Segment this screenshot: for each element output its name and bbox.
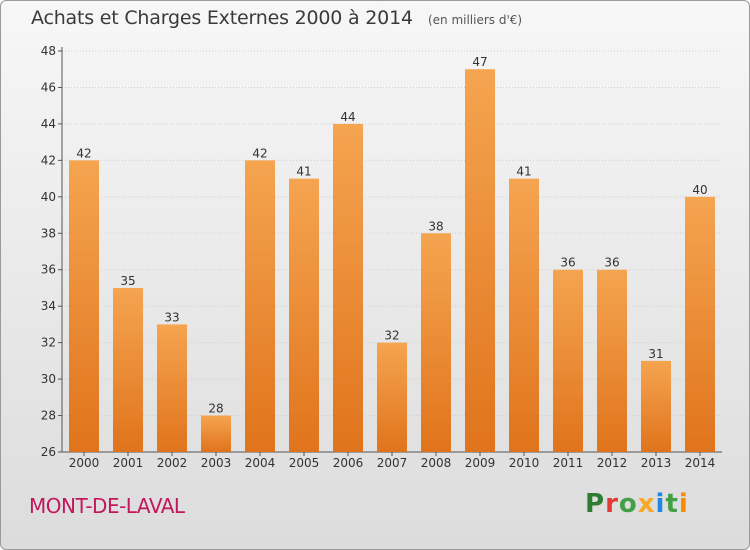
bar-value-label: 41 bbox=[516, 165, 531, 179]
bar-value-label: 44 bbox=[340, 110, 355, 124]
bar bbox=[641, 360, 671, 452]
bar-value-labels: 42 35 33 28 42 41 44 32 38 47 41 36 36 31 40 bbox=[76, 55, 707, 415]
x-tick-label: 2003 bbox=[201, 456, 232, 470]
proxiti-logo: Proxiti bbox=[585, 489, 689, 519]
bar-value-label: 36 bbox=[560, 256, 575, 270]
y-tick-label: 32 bbox=[41, 336, 56, 350]
bar-value-label: 33 bbox=[164, 310, 179, 324]
bar bbox=[333, 123, 363, 452]
y-tick-label: 40 bbox=[41, 190, 56, 204]
y-tick-label: 42 bbox=[41, 153, 56, 167]
logo-letter: o bbox=[618, 489, 638, 519]
x-tick-label: 2009 bbox=[465, 456, 496, 470]
x-tick-label: 2000 bbox=[69, 456, 100, 470]
x-tick-label: 2013 bbox=[641, 456, 672, 470]
bar bbox=[553, 269, 583, 452]
bar bbox=[289, 178, 319, 452]
bar bbox=[421, 233, 451, 452]
bar-value-label: 47 bbox=[472, 55, 487, 69]
y-tick-label: 36 bbox=[41, 263, 56, 277]
y-tick-label: 38 bbox=[41, 226, 56, 240]
bar bbox=[685, 196, 715, 452]
bar bbox=[69, 160, 99, 452]
bar bbox=[157, 324, 187, 452]
y-tick-label: 26 bbox=[41, 445, 56, 459]
y-tick-label: 48 bbox=[41, 44, 56, 58]
x-tick-labels: 2000 2001 2002 2003 2004 2005 2006 2007 2008 2009… bbox=[69, 456, 716, 470]
x-tick-label: 2011 bbox=[553, 456, 584, 470]
y-tick-label: 44 bbox=[41, 117, 56, 131]
chart-unit: (en milliers d'€) bbox=[427, 13, 523, 27]
y-tick-label: 28 bbox=[41, 409, 56, 423]
logo-letter: t bbox=[665, 489, 679, 519]
logo-letter: r bbox=[605, 489, 619, 519]
bar bbox=[377, 342, 407, 452]
logo-letter: i bbox=[678, 489, 689, 519]
x-tick-label: 2012 bbox=[597, 456, 628, 470]
bar-value-label: 32 bbox=[384, 329, 399, 343]
bar bbox=[201, 415, 231, 452]
bar-value-label: 42 bbox=[252, 146, 267, 160]
y-tick-labels: 26 28 30 32 34 36 38 40 42 44 46 48 bbox=[41, 44, 56, 459]
bar-value-label: 31 bbox=[648, 347, 663, 361]
bar bbox=[465, 69, 495, 453]
bar-value-label: 42 bbox=[76, 146, 91, 160]
bar bbox=[509, 178, 539, 452]
bar bbox=[597, 269, 627, 452]
logo-letter: i bbox=[655, 489, 666, 519]
x-tick-label: 2008 bbox=[421, 456, 452, 470]
bar-value-label: 35 bbox=[120, 274, 135, 288]
bar-value-label: 38 bbox=[428, 219, 443, 233]
logo-letter: x bbox=[637, 489, 656, 519]
bars bbox=[69, 69, 715, 453]
y-tick-label: 46 bbox=[41, 80, 56, 94]
x-tick-label: 2010 bbox=[509, 456, 540, 470]
bar bbox=[245, 160, 275, 452]
bar-value-label: 41 bbox=[296, 165, 311, 179]
logo-letter: P bbox=[585, 489, 606, 519]
title-row: Achats et Charges Externes 2000 à 2014 (… bbox=[31, 7, 522, 29]
x-tick-label: 2006 bbox=[333, 456, 364, 470]
x-tick-label: 2002 bbox=[157, 456, 188, 470]
location-label: MONT-DE-LAVAL bbox=[29, 494, 185, 518]
bar bbox=[113, 287, 143, 452]
x-tick-label: 2007 bbox=[377, 456, 408, 470]
bar-value-label: 36 bbox=[604, 256, 619, 270]
y-tick-label: 30 bbox=[41, 372, 56, 386]
x-tick-label: 2004 bbox=[245, 456, 276, 470]
x-tick-label: 2005 bbox=[289, 456, 320, 470]
x-tick-label: 2001 bbox=[113, 456, 144, 470]
y-tick-label: 34 bbox=[41, 299, 56, 313]
x-tick-label: 2014 bbox=[685, 456, 716, 470]
chart-title: Achats et Charges Externes 2000 à 2014 bbox=[31, 7, 413, 29]
bar-value-label: 28 bbox=[208, 402, 223, 416]
bar-value-label: 40 bbox=[692, 183, 707, 197]
